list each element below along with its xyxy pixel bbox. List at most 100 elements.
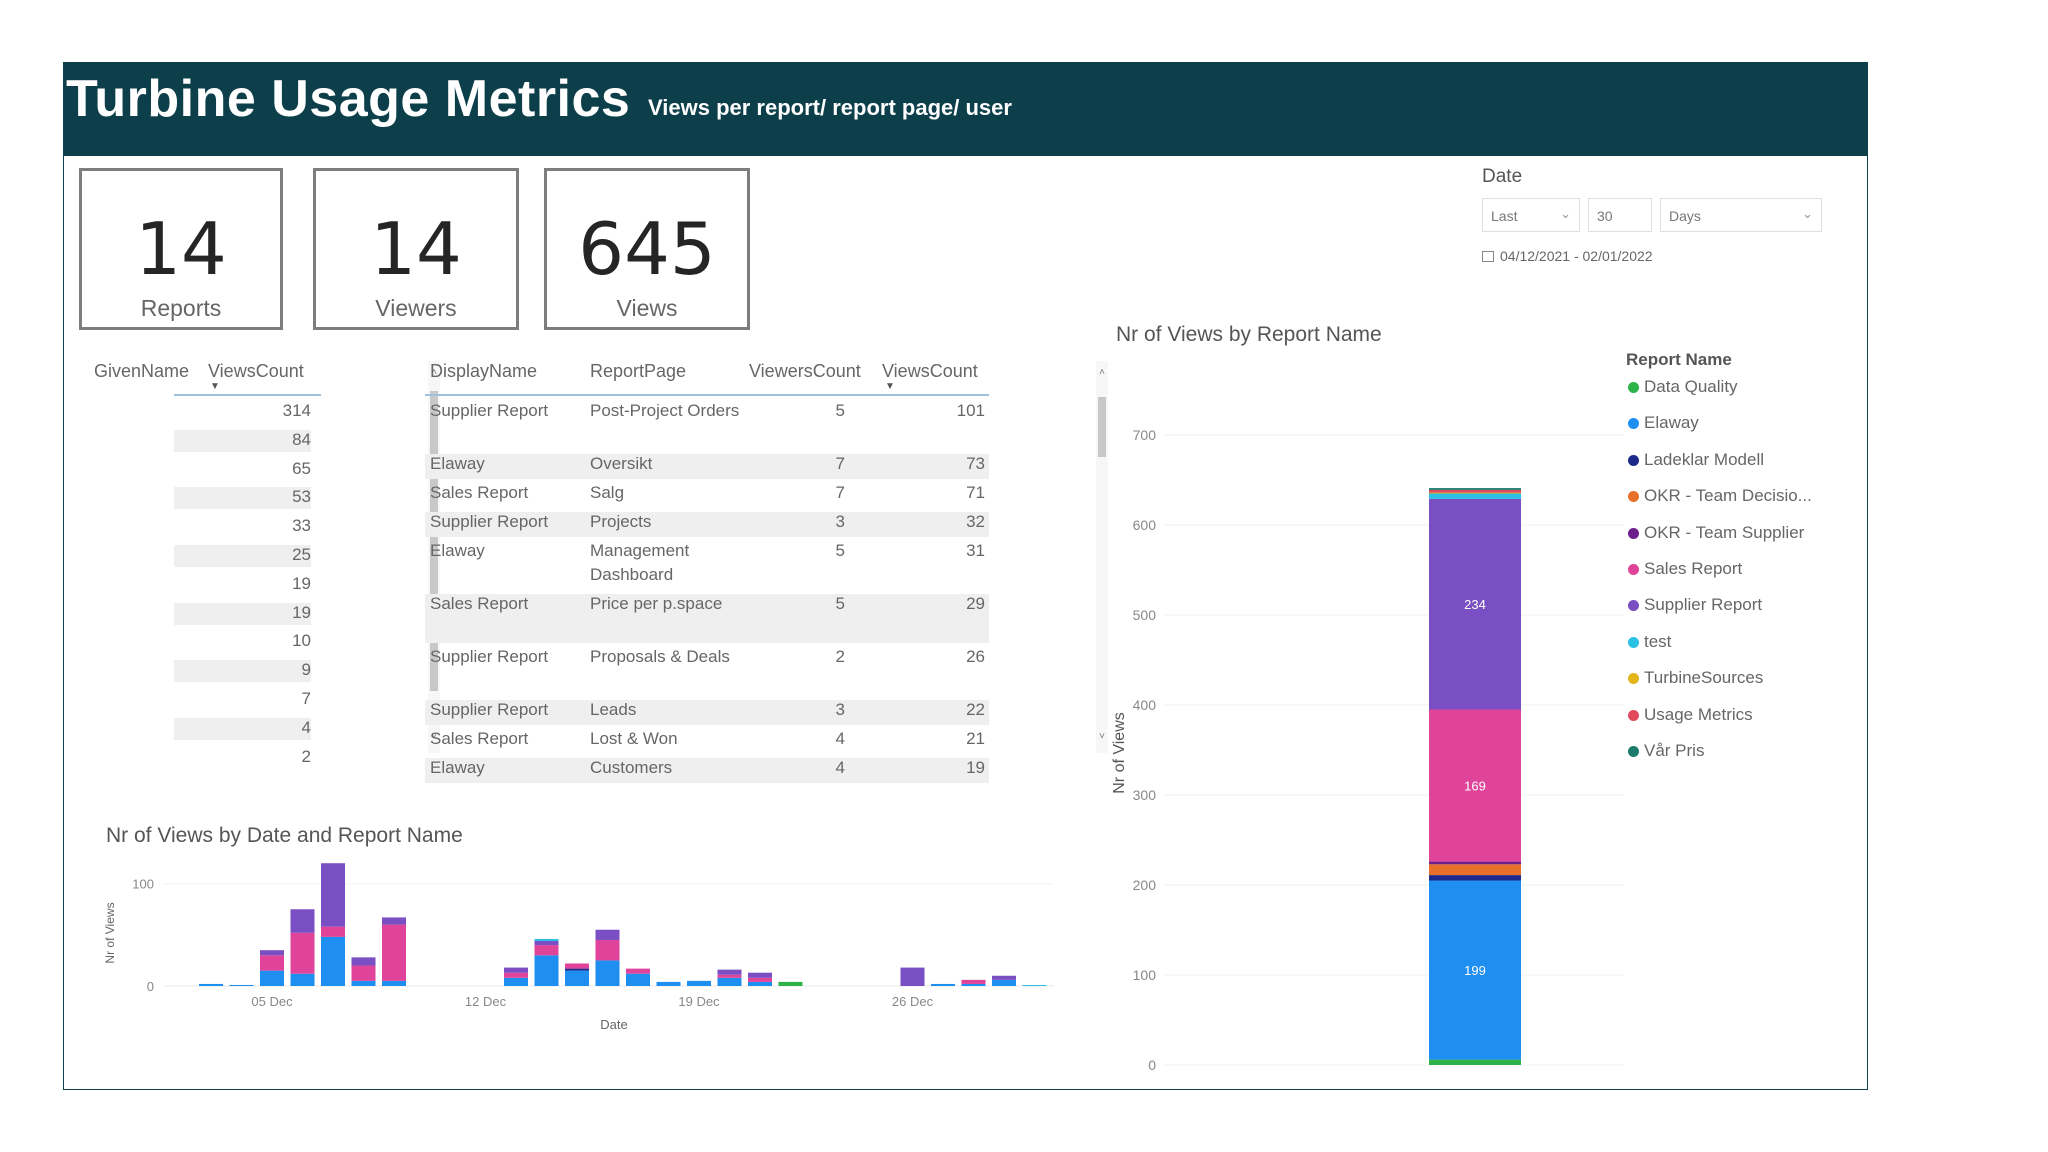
legend-item[interactable]: Supplier Report	[1626, 594, 1856, 630]
y-axis-label: Nr of Views	[1111, 712, 1128, 794]
scroll-up-icon[interactable]: ˄	[431, 367, 437, 378]
bar-segment	[992, 979, 1016, 986]
report-header: Turbine Usage Metrics Views per report/ …	[64, 63, 1867, 156]
bar-segment	[900, 967, 925, 986]
bar-segment	[1429, 861, 1521, 865]
legend-marker	[1628, 636, 1639, 648]
bar-segment	[321, 926, 345, 937]
bar-segment	[1022, 984, 1047, 986]
date-range-text: 04/12/2021 - 02/01/2022	[1500, 248, 1653, 264]
bar-segment	[1429, 498, 1521, 710]
cell-viewscount: 33	[292, 516, 311, 536]
bar-segment	[748, 977, 772, 982]
cell-reportpage: Lost & Won	[590, 729, 678, 748]
cell-reportpage: Post-Project Orders	[590, 401, 740, 420]
date-bar-chart: 0 100 Nr of Views 05 Dec 12 Dec 19 Dec 26 Dec D…	[103, 863, 1054, 1032]
y-tick-label: 100	[1133, 967, 1157, 983]
legend-item[interactable]: Data Quality	[1626, 376, 1856, 412]
relative-mode-dropdown[interactable]: Last ⌄	[1482, 198, 1580, 232]
table-row[interactable]: 7	[84, 687, 404, 715]
cell-viewscount: 71	[966, 483, 985, 502]
bar-segment	[290, 909, 315, 933]
table-row[interactable]: 33	[84, 514, 404, 542]
table-row[interactable]: Sales Report Salg 7 71	[425, 481, 989, 510]
legend-item[interactable]: OKR - Team Decisio...	[1626, 485, 1856, 521]
bar-segment	[656, 981, 681, 986]
calendar-icon	[1482, 251, 1494, 262]
table-row[interactable]: 4	[84, 716, 404, 744]
legend-item[interactable]: Sales Report	[1626, 558, 1856, 594]
table-row[interactable]: Supplier Report Proposals & Deals 2 26	[425, 645, 989, 698]
scrollbar-thumb[interactable]	[1098, 397, 1106, 457]
column-header-viewscount[interactable]: ViewsCount	[208, 361, 304, 381]
kpi-value: 645	[578, 207, 716, 291]
page-table-scrollbar[interactable]: ˄ ˅	[1096, 361, 1108, 753]
row-stripe	[174, 487, 311, 510]
cell-displayname: Supplier Report	[430, 401, 549, 420]
legend-item[interactable]: TurbineSources	[1626, 667, 1856, 703]
legend-item[interactable]: Usage Metrics	[1626, 704, 1856, 740]
cell-viewscount: 9	[301, 660, 311, 680]
legend-item[interactable]: Ladeklar Modell	[1626, 449, 1856, 485]
legend-item[interactable]: test	[1626, 631, 1856, 667]
legend-label: Supplier Report	[1644, 595, 1763, 615]
bar-segment	[717, 977, 742, 986]
bar-segment	[595, 939, 620, 961]
row-stripe	[174, 429, 311, 452]
column-header-displayname[interactable]: DisplayName	[430, 361, 538, 381]
cell-viewscount: 32	[966, 512, 985, 531]
column-header-viewerscount[interactable]: ViewersCount	[749, 361, 861, 381]
scroll-down-icon[interactable]: ˅	[1099, 731, 1105, 742]
table-row[interactable]: 84	[84, 428, 404, 456]
table-row[interactable]: Supplier Report Post-Project Orders 5 101	[425, 399, 989, 452]
table-row[interactable]: Elaway Oversikt 7 73	[425, 452, 989, 481]
table-row[interactable]: 2	[84, 745, 404, 773]
scrollbar-thumb[interactable]	[430, 391, 438, 691]
date-slicer: Date Last ⌄ 30 Days ⌄ 04/12/2021 - 02/01…	[1482, 166, 1867, 266]
cell-reportpage: Proposals & Deals	[590, 647, 730, 666]
column-header-viewscount[interactable]: ViewsCount	[882, 361, 978, 381]
bar-segment	[382, 980, 406, 986]
table-row[interactable]: 9	[84, 658, 404, 686]
legend-item[interactable]: Vår Pris	[1626, 740, 1856, 776]
table-row[interactable]: Sales Report Lost & Won 4 21	[425, 727, 989, 756]
table-row[interactable]: 19	[84, 601, 404, 629]
table-row[interactable]: Elaway Customers 4 19	[425, 756, 989, 785]
table-row[interactable]: 314	[84, 399, 404, 427]
table-row[interactable]: Supplier Report Projects 3 32	[425, 510, 989, 539]
legend-item[interactable]: OKR - Team Supplier	[1626, 522, 1856, 558]
cell-viewscount: 101	[956, 401, 985, 420]
legend-label: Sales Report	[1644, 558, 1743, 578]
bar-segment	[260, 955, 284, 971]
sort-descending-icon: ▼	[885, 381, 895, 392]
table-row[interactable]: Supplier Report Leads 3 22	[425, 698, 989, 727]
table-row[interactable]: Sales Report Price per p.space 5 29	[425, 592, 989, 645]
table-row[interactable]: 53	[84, 485, 404, 513]
table-row[interactable]: 19	[84, 572, 404, 600]
kpi-card-viewers[interactable]: 14 Viewers	[313, 168, 519, 330]
legend-label: Ladeklar Modell	[1644, 449, 1765, 469]
legend-label: OKR - Team Supplier	[1644, 522, 1805, 542]
cell-viewscount: 73	[966, 454, 985, 473]
table-row[interactable]: 10	[84, 629, 404, 657]
scroll-up-icon[interactable]: ˄	[1099, 367, 1105, 378]
table-row[interactable]: 65	[84, 457, 404, 485]
row-stripe	[425, 512, 989, 537]
cell-reportpage: Management Dashboard	[590, 541, 690, 584]
table-row[interactable]: 25	[84, 543, 404, 571]
relative-unit-dropdown[interactable]: Days ⌄	[1660, 198, 1822, 232]
legend-item[interactable]: Elaway	[1626, 412, 1856, 448]
relative-amount-input[interactable]: 30	[1588, 198, 1652, 232]
cell-reportpage: Customers	[590, 758, 673, 777]
column-header-reportpage[interactable]: ReportPage	[590, 361, 687, 381]
scroll-down-icon[interactable]: ˅	[431, 731, 437, 742]
column-header-givenname[interactable]: GivenName	[94, 361, 190, 381]
cell-viewscount: 26	[966, 647, 985, 666]
legend-marker	[1628, 709, 1639, 721]
bar-segment	[260, 970, 284, 986]
cell-viewscount: 25	[292, 545, 311, 564]
legend-marker	[1628, 600, 1639, 612]
table-row[interactable]: Elaway Management Dashboard 5 31	[425, 539, 989, 592]
kpi-card-views[interactable]: 645 Views	[544, 168, 750, 330]
kpi-card-reports[interactable]: 14 Reports	[79, 168, 283, 330]
